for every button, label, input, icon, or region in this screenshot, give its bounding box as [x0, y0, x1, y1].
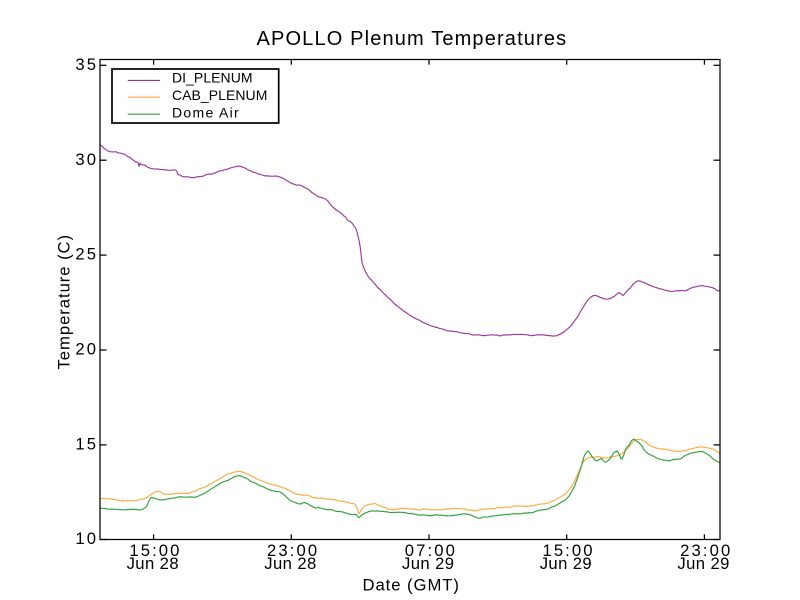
svg-text:10: 10 [75, 529, 98, 548]
svg-text:23:00: 23:00 [680, 541, 732, 560]
svg-text:15:00: 15:00 [542, 541, 594, 560]
svg-text:20: 20 [75, 340, 98, 359]
svg-text:DI_PLENUM: DI_PLENUM [172, 70, 253, 86]
svg-text:23:00: 23:00 [267, 541, 319, 560]
svg-text:Dome Air: Dome Air [172, 104, 240, 120]
svg-text:07:00: 07:00 [405, 541, 457, 560]
svg-text:CAB_PLENUM: CAB_PLENUM [172, 87, 267, 103]
svg-text:Jun 29: Jun 29 [540, 554, 592, 573]
svg-text:15:00: 15:00 [129, 541, 181, 560]
svg-text:Jun 29: Jun 29 [677, 554, 729, 573]
svg-text:Jun 28: Jun 28 [264, 554, 316, 573]
svg-text:25: 25 [75, 245, 98, 264]
svg-text:Date (GMT): Date (GMT) [362, 576, 459, 595]
svg-text:30: 30 [75, 150, 98, 169]
svg-text:Jun 28: Jun 28 [127, 554, 179, 573]
svg-text:APOLLO Plenum Temperatures: APOLLO Plenum Temperatures [257, 28, 568, 50]
svg-text:Jun 29: Jun 29 [402, 554, 454, 573]
svg-text:35: 35 [75, 55, 98, 74]
svg-text:15: 15 [75, 435, 98, 454]
svg-text:Temperature (C): Temperature (C) [55, 234, 74, 370]
